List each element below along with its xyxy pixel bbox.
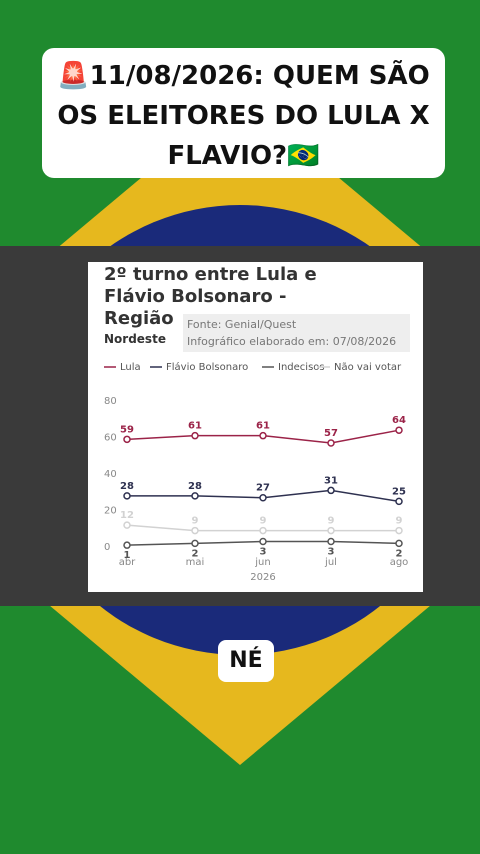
value-label: 61 xyxy=(188,421,202,432)
chart-title: 2º turno entre Lula e Flávio Bolsonaro -… xyxy=(104,264,317,329)
region: Nordeste xyxy=(104,332,166,346)
legend-label: Lula xyxy=(120,362,141,373)
header-title: 🚨11/08/2026: QUEM SÃO OS ELEITORES DO LU… xyxy=(42,48,445,178)
value-label: 61 xyxy=(256,421,270,432)
x-tick-label: ago xyxy=(390,557,409,568)
value-label: 3 xyxy=(260,547,267,558)
y-tick-label: 80 xyxy=(104,396,117,407)
point xyxy=(123,541,131,549)
point xyxy=(123,492,131,500)
value-label: 2 xyxy=(192,548,199,559)
chart: 0 20 40 60 80 abr mai jun jul ago 2026 Lula Flávio B… xyxy=(104,361,409,583)
x-tick-label: mai xyxy=(186,557,205,568)
point xyxy=(327,486,335,495)
value-label: 2 xyxy=(396,548,403,559)
value-label: 25 xyxy=(392,486,406,497)
point xyxy=(123,521,131,529)
value-label: 27 xyxy=(256,483,270,494)
made-on: Infográfico elaborado em: 07/08/2026 xyxy=(187,335,397,348)
y-tick-label: 0 xyxy=(104,542,110,553)
value-label: 28 xyxy=(120,481,134,492)
value-label: 9 xyxy=(396,516,403,527)
point xyxy=(327,439,335,447)
point xyxy=(191,526,199,535)
x-axis-label: 2026 xyxy=(250,572,275,583)
value-label: 57 xyxy=(324,428,338,439)
badge: NÉ xyxy=(218,640,274,682)
point xyxy=(395,497,403,506)
value-label: 59 xyxy=(120,424,134,435)
legend-label: Flávio Bolsonaro xyxy=(166,361,248,373)
x-tick-label: jun xyxy=(254,557,270,568)
value-label: 28 xyxy=(188,481,202,492)
value-label: 12 xyxy=(120,510,134,521)
point xyxy=(259,493,267,502)
point xyxy=(123,435,131,444)
value-label: 9 xyxy=(260,516,267,527)
point xyxy=(259,526,267,535)
legend-label: Indecisos xyxy=(278,362,325,373)
source: Fonte: Genial/Quest xyxy=(187,318,297,331)
point xyxy=(327,526,335,535)
point xyxy=(259,537,267,546)
value-label: 31 xyxy=(324,475,338,486)
value-label: 64 xyxy=(392,415,406,426)
x-tick-label: abr xyxy=(119,557,136,568)
y-tick-label: 40 xyxy=(104,469,117,480)
point xyxy=(259,431,267,440)
point xyxy=(191,492,199,500)
point xyxy=(191,431,199,440)
legend-label: Não vai votar xyxy=(334,362,402,373)
value-label: 3 xyxy=(328,547,335,558)
x-tick-label: jul xyxy=(324,557,337,568)
value-label: 1 xyxy=(124,550,131,561)
value-label: 9 xyxy=(328,516,335,527)
source-box: Fonte: Genial/Quest Infográfico elaborad… xyxy=(183,314,410,352)
point xyxy=(395,426,403,434)
y-tick-label: 20 xyxy=(104,506,117,517)
value-label: 9 xyxy=(192,516,199,527)
chart-card: 2º turno entre Lula e Flávio Bolsonaro -… xyxy=(88,262,423,592)
point xyxy=(395,526,403,535)
y-tick-label: 60 xyxy=(104,433,117,444)
point xyxy=(395,539,403,548)
point xyxy=(191,539,199,548)
point xyxy=(327,537,335,546)
